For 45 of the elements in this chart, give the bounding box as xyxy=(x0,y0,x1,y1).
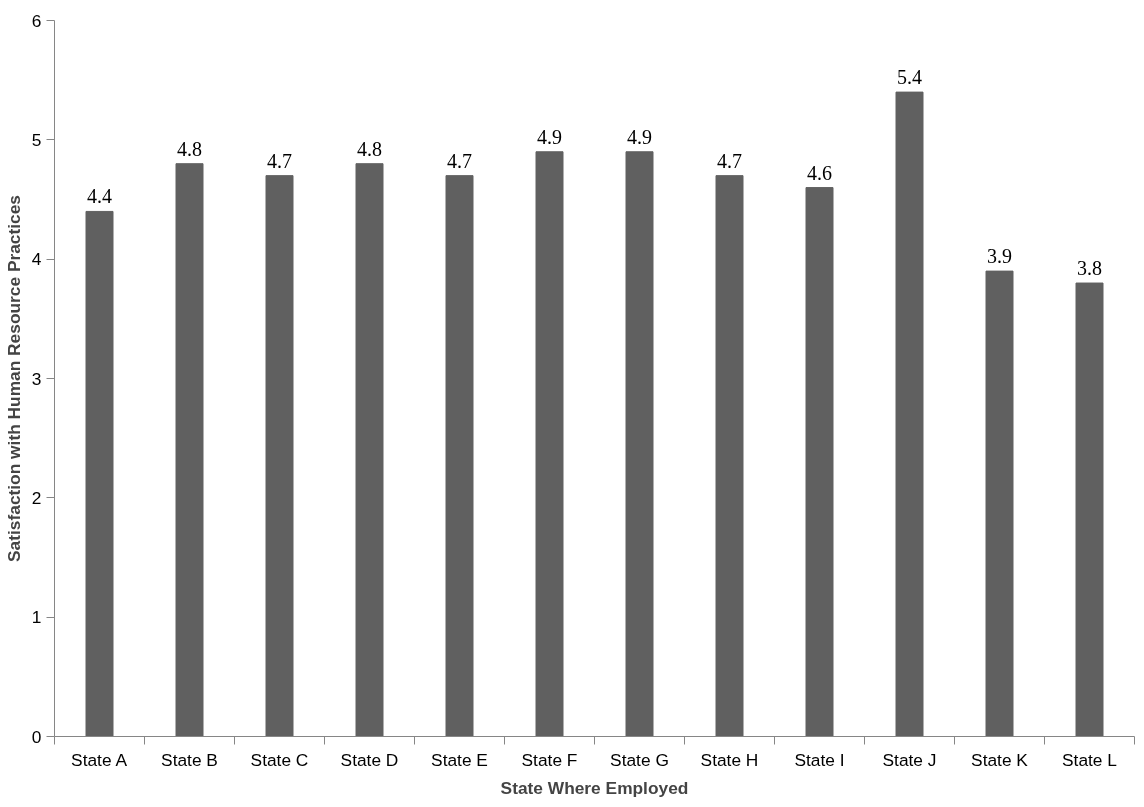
x-tick-label: State I xyxy=(794,749,845,770)
y-tick-label: 2 xyxy=(31,487,42,508)
x-tick-label: State B xyxy=(161,749,218,770)
bar xyxy=(805,187,834,737)
y-tick-label: 3 xyxy=(31,368,42,389)
x-tick-label: State J xyxy=(882,749,937,770)
x-tick-label: State A xyxy=(71,749,128,770)
bar xyxy=(985,270,1014,737)
data-label: 5.4 xyxy=(897,66,922,89)
x-tick-label: State C xyxy=(250,749,309,770)
x-tick-label: State E xyxy=(431,749,488,770)
data-label: 4.8 xyxy=(177,137,202,160)
data-label: 4.6 xyxy=(807,161,832,184)
x-tick-label: State D xyxy=(340,749,399,770)
x-axis-title: State Where Employed xyxy=(500,777,689,798)
x-tick-label: State K xyxy=(971,749,1029,770)
x-tick-label: State H xyxy=(700,749,759,770)
bar xyxy=(355,163,384,737)
y-tick-label: 0 xyxy=(31,726,42,747)
bar xyxy=(445,175,474,737)
data-label: 4.4 xyxy=(87,185,112,208)
bar xyxy=(895,91,924,737)
bar xyxy=(625,151,654,737)
y-tick-label: 4 xyxy=(31,249,42,270)
data-label: 4.7 xyxy=(447,149,472,172)
x-tick-label: State F xyxy=(521,749,578,770)
data-label: 3.9 xyxy=(987,245,1012,268)
bar xyxy=(85,210,114,737)
x-tick-label: State G xyxy=(610,749,669,770)
data-label: 3.8 xyxy=(1077,257,1102,280)
data-label: 4.7 xyxy=(267,149,292,172)
bar xyxy=(1075,282,1104,737)
bar xyxy=(265,175,294,737)
y-tick-label: 6 xyxy=(31,10,42,31)
bar xyxy=(535,151,564,737)
x-tick-label: State L xyxy=(1062,749,1118,770)
data-label: 4.8 xyxy=(357,137,382,160)
bar xyxy=(175,163,204,737)
data-label: 4.9 xyxy=(537,125,562,148)
data-label: 4.7 xyxy=(717,149,742,172)
y-tick-label: 1 xyxy=(31,607,42,628)
y-tick-label: 5 xyxy=(31,129,42,150)
bar xyxy=(715,175,744,737)
y-axis-title: Satisfaction with Human Resource Practices xyxy=(3,195,24,562)
data-label: 4.9 xyxy=(627,125,652,148)
